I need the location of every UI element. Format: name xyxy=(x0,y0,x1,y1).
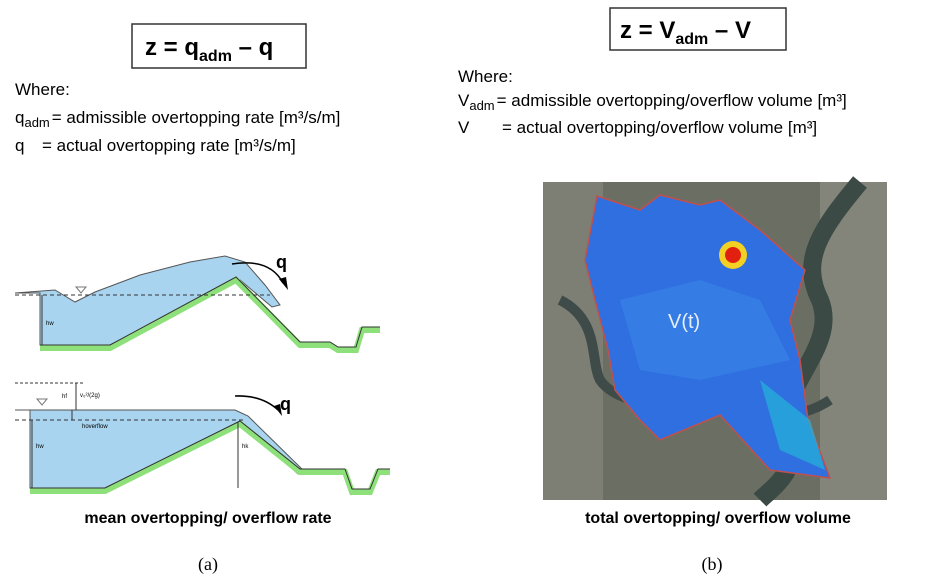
symbol: q xyxy=(15,108,24,127)
symbol: V xyxy=(458,91,470,110)
panel-label: (a) xyxy=(198,554,218,575)
hw-label: hw xyxy=(46,321,54,327)
symbol-sub: adm xyxy=(469,98,494,113)
velocity-head-label: v₀²/(2g) xyxy=(80,393,100,399)
where: Where: xyxy=(458,67,513,86)
formula-box xyxy=(609,7,787,51)
formula-lhs: z = V xyxy=(620,17,675,44)
where: Where: xyxy=(15,80,70,99)
formula: z = Vadm – V xyxy=(620,17,751,48)
h-overflow-label: hoverflow xyxy=(82,424,108,430)
hw-label: hw xyxy=(36,444,44,450)
formula-rhs: – q xyxy=(232,34,273,61)
formula: z = qadm – q xyxy=(145,34,273,65)
profile-bottom xyxy=(15,382,390,495)
q-label: q xyxy=(280,394,291,414)
q-label: q xyxy=(276,252,287,272)
definition-text: = actual overtopping/overflow volume [m³… xyxy=(502,118,817,137)
panel-label: (b) xyxy=(702,554,723,575)
hf-label: hf xyxy=(62,394,67,400)
formula-lhs: z = q xyxy=(145,34,199,61)
flood-map xyxy=(543,176,887,507)
map-label: V(t) xyxy=(668,311,700,333)
formula-sub: adm xyxy=(199,48,232,65)
definition: qadm = admissible overtopping rate [m³/s/… xyxy=(15,108,340,130)
definition-text: = admissible overtopping rate [m³/s/m] xyxy=(52,108,341,127)
symbol: q xyxy=(15,136,24,155)
definition-text: = admissible overtopping/overflow volume… xyxy=(497,91,847,110)
definition: Vadm = admissible overtopping/overflow vo… xyxy=(458,91,847,113)
definition: V = actual overtopping/overflow volume [m… xyxy=(458,118,817,137)
definition: q = actual overtopping rate [m³/s/m] xyxy=(15,136,296,155)
symbol: V xyxy=(458,118,470,137)
profile-top xyxy=(14,255,380,353)
hk-label: hk xyxy=(242,444,249,450)
formula-sub: adm xyxy=(675,31,708,48)
formula-box xyxy=(131,23,307,69)
caption: mean overtopping/ overflow rate xyxy=(84,510,331,527)
caption: total overtopping/ overflow volume xyxy=(585,510,851,527)
definition-text: = actual overtopping rate [m³/s/m] xyxy=(42,136,296,155)
formula-rhs: – V xyxy=(708,17,751,44)
symbol-sub: adm xyxy=(24,115,49,130)
